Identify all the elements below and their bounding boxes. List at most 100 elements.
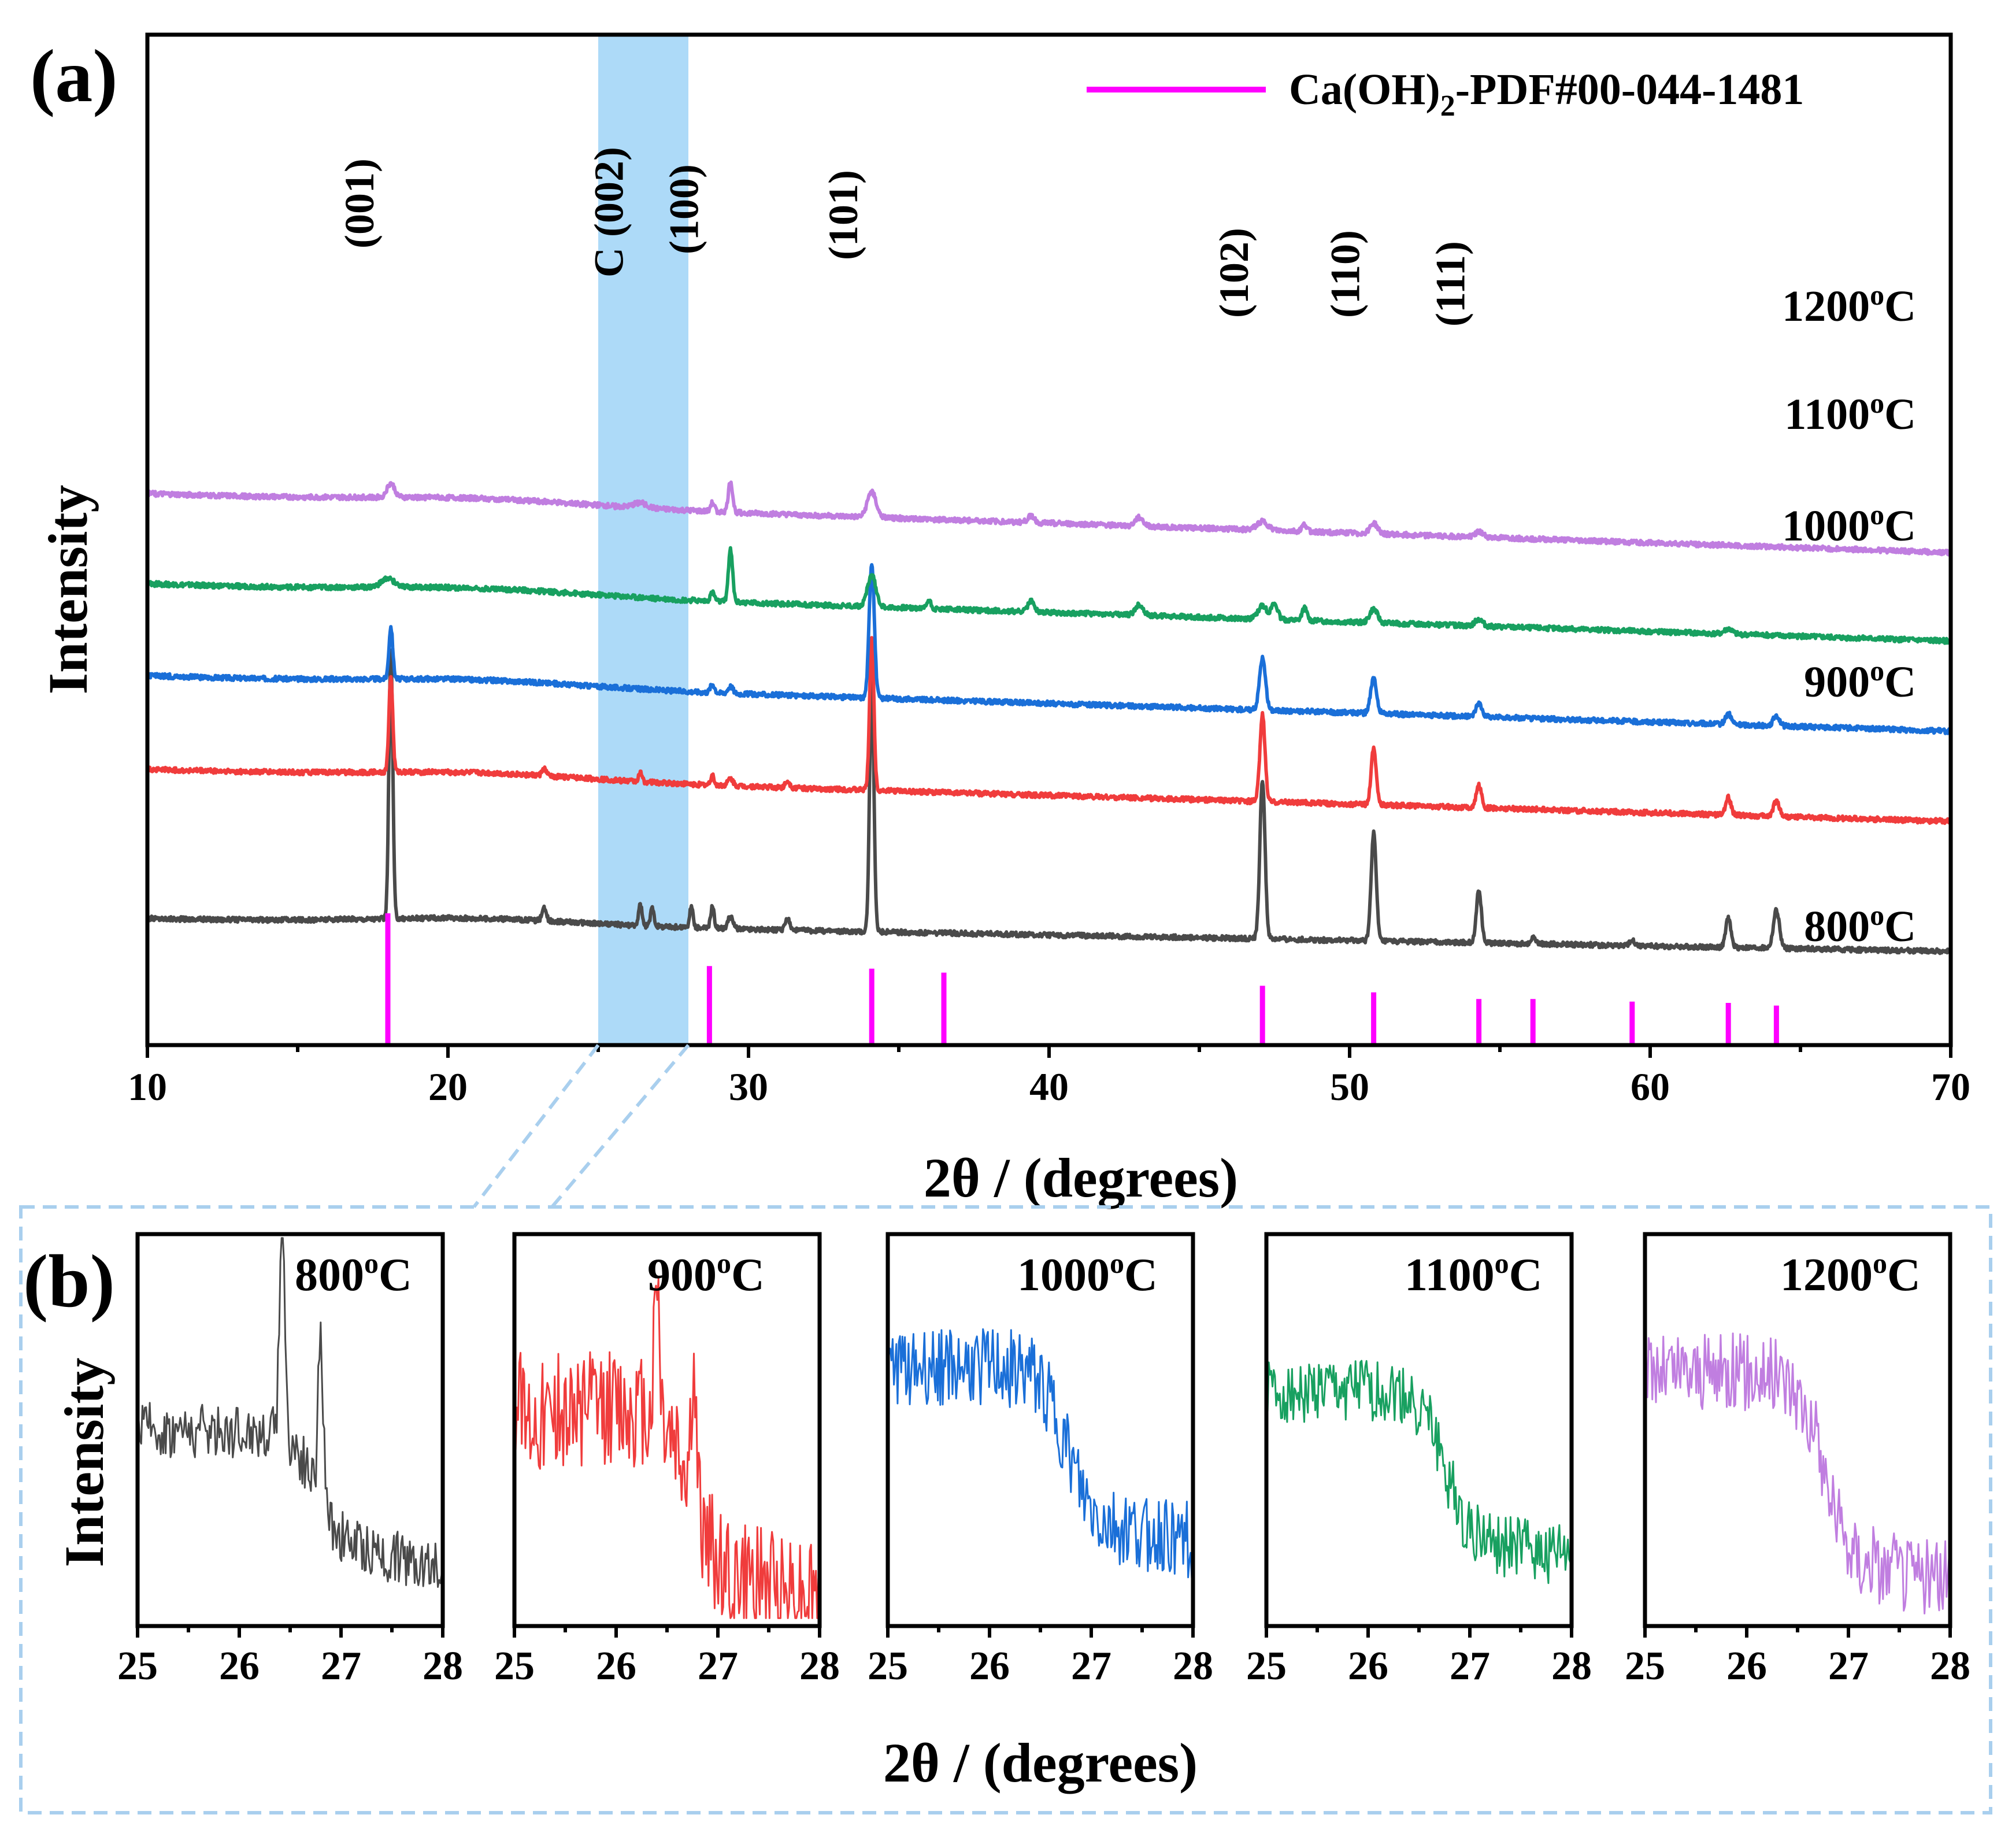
series-label-value: 1100 [1784,390,1870,439]
series-line-1200 [146,480,1952,557]
zoom-connector-left [472,1044,600,1208]
peak-labels: (001) C (002) (100) (101) (102) (110) (111) [336,147,1474,327]
inset-tick-label: 26 [1348,1644,1388,1688]
peak-label: (110) [1322,230,1369,318]
peak-label: (102) [1211,228,1257,318]
peak-label: (101) [820,170,866,260]
panel-b-dashed-frame [19,1205,1992,1814]
inset-title-unit: C [379,1250,412,1301]
inset-title: 1100oC [1405,1247,1542,1301]
series-label-unit: C [1884,902,1916,951]
inset-tick-label: 26 [219,1644,260,1688]
series-label-900: 900oC [1804,654,1916,706]
inset-tick-label: 27 [698,1644,738,1688]
inset-tick-label: 25 [868,1644,908,1688]
inset-1100: 25 26 27 28 1100oC [1246,1232,1592,1688]
legend-text: Ca(OH)2-PDF#00-044-1481 [1289,65,1804,123]
inset-series-line [887,1328,1194,1579]
inset-series-line [136,1237,444,1588]
inset-tick-label: 25 [494,1644,535,1688]
series-label-unit: C [1884,658,1916,706]
inset-title-value: 1000 [1017,1250,1110,1301]
peak-label: (111) [1428,241,1474,327]
peak-label: (100) [661,164,707,254]
series-line-900 [146,636,1952,825]
x-tick-label: 60 [1631,1065,1670,1109]
inset-series-line [513,1278,821,1619]
inset-title-value: 1200 [1780,1250,1873,1301]
series-label-value: 1200 [1782,282,1870,331]
inset-series-line [1644,1332,1951,1614]
inset-1200: 25 26 27 28 1200oC [1625,1232,1970,1688]
degree-sup: o [1870,654,1884,687]
inset-tick-label: 28 [1551,1644,1592,1688]
panel-a: 10 20 30 40 50 60 70 (001) C (002) (100) (101) (10… [30,32,1970,1209]
inset-tick-label: 28 [423,1644,463,1688]
inset-title: 800oC [295,1247,412,1301]
y-axis-title-a: Intensity [37,485,99,695]
degree-sup: o [1870,279,1884,311]
inset-title-value: 1100 [1405,1250,1495,1301]
plot-frame [145,32,1953,1047]
series-group [146,480,1952,956]
inset-tick-label: 26 [1726,1644,1767,1688]
inset-tick-label: 27 [1450,1644,1490,1688]
series-label-unit: C [1884,282,1916,331]
inset-tick-label: 25 [1625,1644,1665,1688]
reference-peaks [385,913,1779,1045]
x-tick-label: 10 [128,1065,167,1109]
inset-title-value: 900 [647,1250,717,1301]
series-line-1100 [146,546,1952,645]
series-label-1200: 1200oC [1782,279,1916,331]
legend-text-main: Ca(OH) [1289,65,1440,114]
peak-label: (001) [336,158,383,249]
inset-900: 25 26 27 28 900oC [494,1232,840,1688]
inset-800: 25 26 27 28 800oC [117,1232,463,1688]
series-line-800 [146,648,1952,956]
degree-sup: o [364,1247,379,1279]
series-label-value: 900 [1804,658,1870,706]
legend: Ca(OH)2-PDF#00-044-1481 [1087,65,1804,123]
inset-title-unit: C [1509,1250,1543,1301]
y-axis-title-b: Intensity [53,1358,115,1568]
x-tick-label: 70 [1931,1065,1970,1109]
inset-title-value: 800 [295,1250,364,1301]
x-tick-label: 40 [1029,1065,1069,1109]
inset-tick-label: 26 [969,1644,1010,1688]
x-axis-title-a: 2θ / (degrees) [924,1147,1238,1209]
series-label-800: 800oC [1804,899,1916,951]
degree-sup: o [1110,1247,1124,1279]
degree-sup: o [1873,1247,1887,1279]
legend-text-tail: -PDF#00-044-1481 [1455,65,1804,114]
x-axis-title-b: 2θ / (degrees) [883,1732,1198,1794]
panel-b-label: (b) [23,1240,115,1323]
degree-sup: o [717,1247,731,1279]
panel-a-label: (a) [30,35,118,118]
inset-series-line [1265,1360,1573,1584]
inset-1000: 25 26 27 28 1000oC [868,1232,1213,1688]
degree-sup: o [1870,387,1884,419]
degree-sup: o [1870,899,1884,931]
x-axis-ticks: 10 20 30 40 50 60 70 [128,1045,1970,1109]
inset-title: 1200oC [1780,1247,1921,1301]
degree-sup: o [1495,1247,1509,1279]
legend-text-sub: 2 [1440,90,1455,123]
x-tick-label: 30 [729,1065,768,1109]
inset-title-unit: C [1124,1250,1158,1301]
inset-tick-label: 28 [1930,1644,1970,1688]
series-label-unit: C [1884,390,1916,439]
inset-tick-label: 28 [1173,1644,1213,1688]
series-line-1000 [146,563,1952,735]
series-label-value: 800 [1804,902,1870,951]
c002-highlight-band [598,35,688,1045]
degree-sup: o [1870,498,1884,531]
series-label-value: 1000 [1782,502,1870,550]
inset-title-unit: C [731,1250,765,1301]
inset-tick-label: 27 [321,1644,361,1688]
series-label-unit: C [1884,502,1916,550]
inset-title: 1000oC [1017,1247,1158,1301]
inset-tick-label: 27 [1071,1644,1111,1688]
inset-tick-label: 25 [117,1644,158,1688]
